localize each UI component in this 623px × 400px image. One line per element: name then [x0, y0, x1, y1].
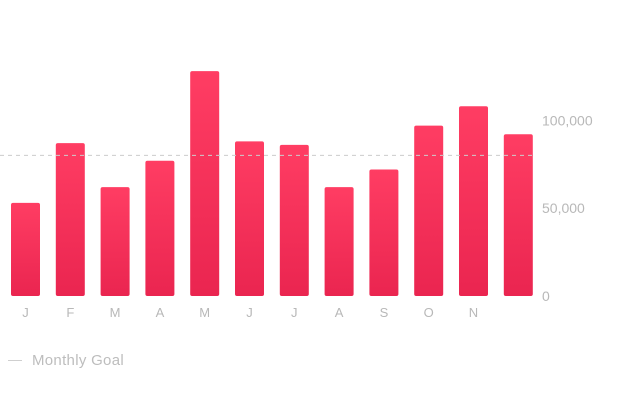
bar-4: [190, 71, 220, 296]
bars-group: [11, 71, 533, 296]
x-tick-label-6: J: [291, 305, 298, 320]
x-tick-label-1: F: [66, 305, 74, 320]
x-tick-label-4: M: [199, 305, 210, 320]
bar-7: [324, 187, 354, 296]
bar-2: [100, 187, 130, 296]
bar-3: [145, 160, 175, 296]
x-tick-label-8: S: [380, 305, 389, 320]
x-tick-label-3: A: [156, 305, 165, 320]
legend-swatch-monthly-goal: [8, 360, 22, 361]
bar-9: [414, 125, 444, 296]
chart-legend: Monthly Goal: [8, 352, 124, 369]
x-tick-label-5: J: [246, 305, 253, 320]
y-tick-label-1: 50,000: [542, 200, 585, 216]
bar-8: [369, 169, 399, 296]
x-tick-label-7: A: [335, 305, 344, 320]
x-tick-label-10: N: [469, 305, 478, 320]
bar-1: [55, 143, 85, 296]
bar-5: [235, 141, 264, 296]
y-tick-label-0: 0: [542, 288, 550, 304]
bar-10: [459, 106, 488, 296]
x-tick-label-0: J: [22, 305, 29, 320]
bar-11: [503, 134, 533, 296]
legend-label-monthly-goal: Monthly Goal: [32, 352, 124, 369]
bar-0: [11, 202, 40, 296]
x-tick-label-2: M: [110, 305, 121, 320]
y-axis-tick-labels: 0 50,000 100,000: [542, 112, 593, 304]
bar-6: [279, 144, 309, 296]
x-tick-label-9: O: [424, 305, 434, 320]
y-tick-label-2: 100,000: [542, 112, 593, 128]
